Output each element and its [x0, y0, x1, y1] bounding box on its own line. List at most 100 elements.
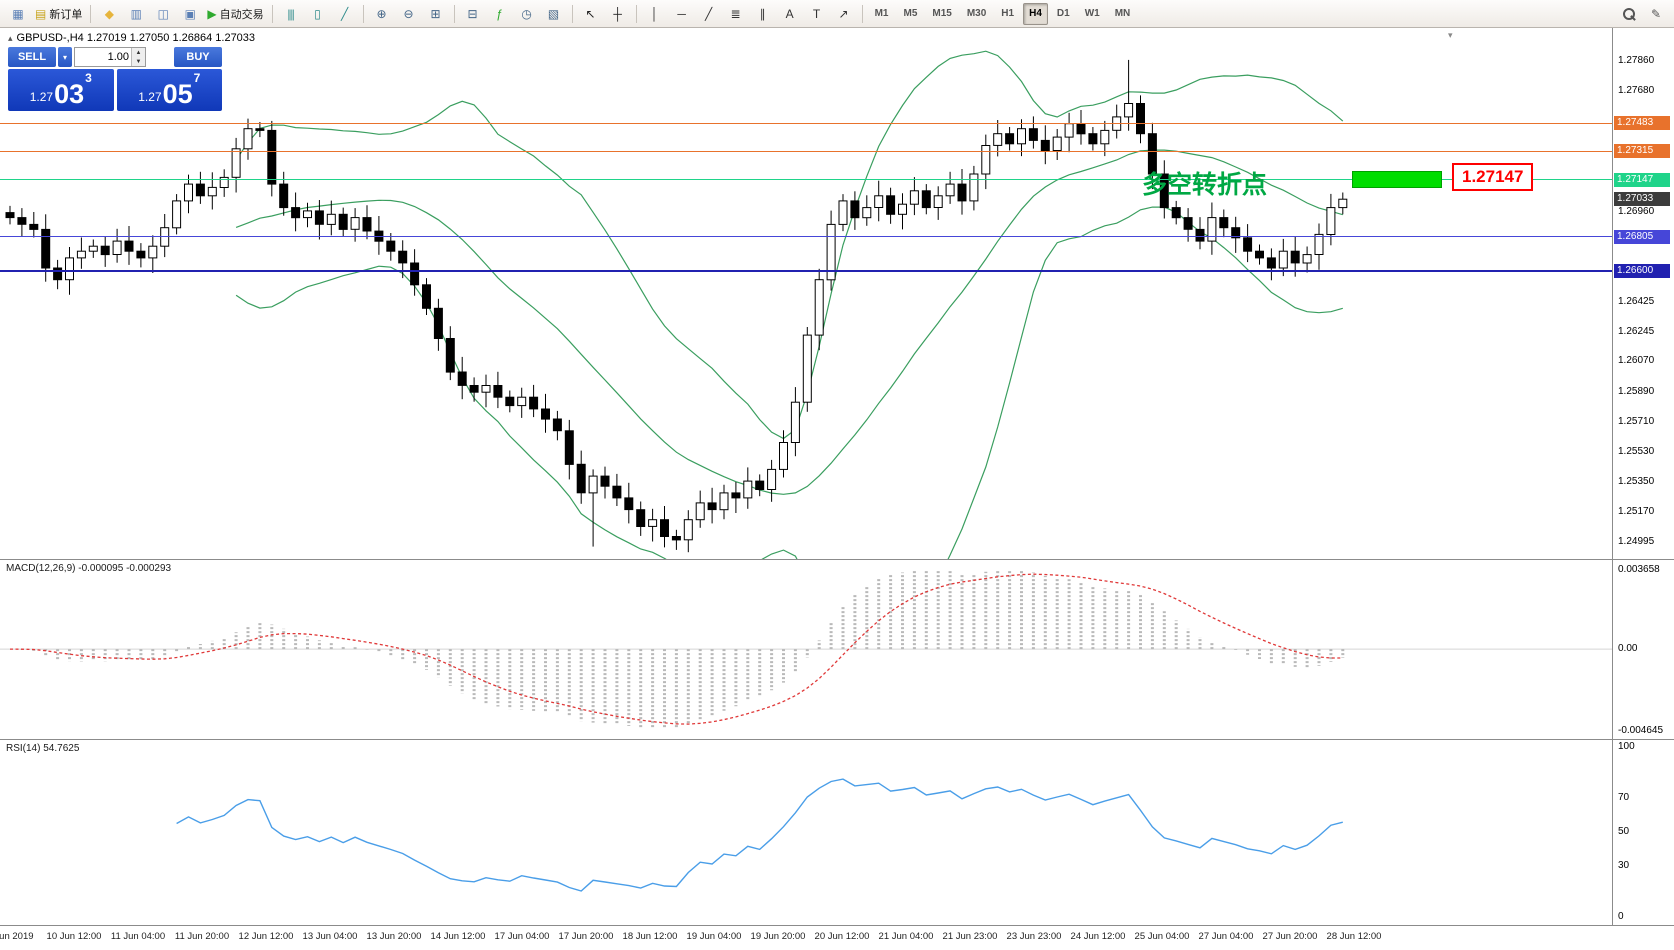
- cursor-icon[interactable]: ↖: [578, 3, 604, 25]
- timeframe-d1[interactable]: D1: [1056, 8, 1070, 19]
- time-axis-label: 27 Jun 20:00: [1262, 931, 1318, 942]
- fibonacci-icon[interactable]: ≣: [723, 3, 749, 25]
- price-badge-1.26805: 1.26805: [1614, 229, 1670, 244]
- chart-text-annotation[interactable]: 多空转折点: [1142, 171, 1268, 199]
- buy-button[interactable]: BUY: [174, 47, 222, 67]
- time-axis-label: 10 Jun 12:00: [46, 931, 102, 942]
- timeframe-m15[interactable]: M15: [932, 8, 952, 19]
- chart-window-icon[interactable]: ▦: [5, 3, 31, 25]
- highlight-rectangle[interactable]: [1352, 171, 1442, 188]
- zoom-in-icon[interactable]: ⊕: [369, 3, 395, 25]
- toolbar: ▦ ▤ 新订单 ◆ ▥ ◫ ▣ ▶ 自动交易 ||| ▯ ╱ ⊕ ⊖ ⊞ ⊟ ƒ ◷ ▧ ↖ ┼ │ ─ ╱ ≣ ∥ A T ↗ M1 M5…: [0, 0, 1674, 28]
- time-axis-label: 19 Jun 20:00: [750, 931, 806, 942]
- zoom-out-icon[interactable]: ⊖: [396, 3, 422, 25]
- crosshair-icon[interactable]: ┼: [605, 3, 631, 25]
- line-chart-icon: ╱: [340, 6, 349, 21]
- time-axis-label: 13 Jun 04:00: [302, 931, 358, 942]
- vertical-line-icon[interactable]: │: [642, 3, 668, 25]
- timeframe-m5[interactable]: M5: [903, 8, 918, 19]
- symbol-ohlc-text: GBPUSD-,H4 1.27019 1.27050 1.26864 1.270…: [16, 32, 256, 44]
- macd-rsi-separator[interactable]: [0, 739, 1674, 740]
- market-watch-icon: ◆: [104, 6, 114, 21]
- main-chart-plot[interactable]: [0, 28, 1612, 560]
- one-click-toggle-icon[interactable]: ▴: [8, 32, 13, 43]
- bar-chart-icon[interactable]: |||: [278, 3, 304, 25]
- time-axis-label: 13 Jun 20:00: [366, 931, 422, 942]
- rsi-scale-label: 100: [1618, 741, 1635, 752]
- sell-price-small: 1.27: [29, 90, 54, 105]
- sell-button[interactable]: SELL: [8, 47, 56, 67]
- time-axis-label: 17 Jun 20:00: [558, 931, 614, 942]
- macd-plot[interactable]: [0, 560, 1612, 740]
- timeframe-w1[interactable]: W1: [1084, 8, 1100, 19]
- time-axis-label: 11 Jun 20:00: [174, 931, 230, 942]
- edit-icon[interactable]: ✎: [1643, 3, 1669, 25]
- cursor-icon: ↖: [585, 6, 596, 21]
- tile-windows-icon[interactable]: ⊞: [423, 3, 449, 25]
- chart-shift-marker-icon[interactable]: ▾: [1448, 30, 1453, 40]
- price-axis-label: 1.26425: [1618, 295, 1655, 307]
- autotrading-button[interactable]: ▶ 自动交易: [204, 3, 266, 25]
- timeframe-h4[interactable]: H4: [1023, 2, 1048, 25]
- candlestick-icon: ▯: [314, 6, 321, 21]
- new-order-button[interactable]: ▤ 新订单: [32, 3, 85, 25]
- buy-price-sup: 7: [193, 71, 201, 85]
- arrange-windows-icon[interactable]: ⊟: [460, 3, 486, 25]
- sell-dropdown-icon[interactable]: ▾: [58, 47, 72, 67]
- price-axis-label: 1.24995: [1618, 535, 1655, 547]
- time-axis-label: 24 Jun 12:00: [1070, 931, 1126, 942]
- chart-window-icon: ▦: [12, 6, 24, 21]
- timeframe-h1[interactable]: H1: [1001, 8, 1015, 19]
- price-badge-1.27483: 1.27483: [1614, 116, 1670, 131]
- data-window-icon[interactable]: ▥: [123, 3, 149, 25]
- navigator-icon[interactable]: ◫: [150, 3, 176, 25]
- price-axis[interactable]: 1.27483 1.27315 1.27147 1.26805 1.26600 1.278…: [1613, 28, 1674, 926]
- arrows-tool-icon[interactable]: ↗: [831, 3, 857, 25]
- label-icon[interactable]: T: [804, 3, 830, 25]
- macd-scale-label: 0.00: [1618, 643, 1638, 655]
- trendline-icon[interactable]: ╱: [696, 3, 722, 25]
- search-icon[interactable]: [1616, 3, 1642, 25]
- price-axis-label: 1.26245: [1618, 325, 1655, 337]
- sell-price-big: 03: [54, 79, 85, 110]
- toolbar-separator: [271, 4, 273, 23]
- toolbar-separator: [90, 4, 92, 23]
- macd-scale-label: 0.003658: [1618, 564, 1660, 575]
- volume-stepper[interactable]: ▲ ▼: [131, 48, 145, 66]
- volume-input[interactable]: [75, 48, 131, 66]
- horizontal-line-icon[interactable]: ─: [669, 3, 695, 25]
- timeframe-m1[interactable]: M1: [874, 8, 889, 19]
- level-line-1.26600[interactable]: [0, 270, 1612, 273]
- sell-price-sup: 3: [85, 71, 92, 85]
- sell-price-button[interactable]: 1.27 03 3: [8, 69, 114, 111]
- rsi-scale-label: 30: [1618, 860, 1630, 871]
- price-axis-label: 1.25530: [1618, 445, 1655, 457]
- search-icon: [1622, 7, 1636, 21]
- timeframe-mn[interactable]: MN: [1114, 8, 1131, 19]
- time-axis-label: 17 Jun 04:00: [494, 931, 550, 942]
- buy-price-button[interactable]: 1.27 05 7: [116, 69, 222, 111]
- text-icon[interactable]: A: [777, 3, 803, 25]
- rsi-plot[interactable]: [0, 740, 1612, 926]
- line-chart-icon[interactable]: ╱: [332, 3, 358, 25]
- indicators-icon[interactable]: ƒ: [487, 3, 513, 25]
- new-order-button-label: 新订单: [49, 8, 83, 21]
- current-price-badge: 1.27033: [1614, 191, 1670, 206]
- candlestick-icon[interactable]: ▯: [305, 3, 331, 25]
- price-axis-label: 1.25350: [1618, 476, 1655, 488]
- periods-icon[interactable]: ◷: [514, 3, 540, 25]
- toolbar-separator: [571, 4, 573, 23]
- tile-windows-icon: ⊞: [430, 6, 441, 21]
- main-macd-separator[interactable]: [0, 559, 1674, 560]
- level-line-1.26805[interactable]: [0, 236, 1612, 238]
- channel-icon[interactable]: ∥: [750, 3, 776, 25]
- level-line-1.27315[interactable]: [0, 150, 1612, 152]
- level-line-1.27483[interactable]: [0, 122, 1612, 124]
- time-axis[interactable]: 9 Jun 2019 10 Jun 12:00 11 Jun 04:00 11 Jun…: [0, 926, 1674, 950]
- terminal-icon[interactable]: ▣: [177, 3, 203, 25]
- market-watch-icon[interactable]: ◆: [96, 3, 122, 25]
- templates-icon[interactable]: ▧: [541, 3, 567, 25]
- price-callout-label[interactable]: 1.27147: [1452, 163, 1534, 191]
- timeframe-m30[interactable]: M30: [966, 8, 987, 19]
